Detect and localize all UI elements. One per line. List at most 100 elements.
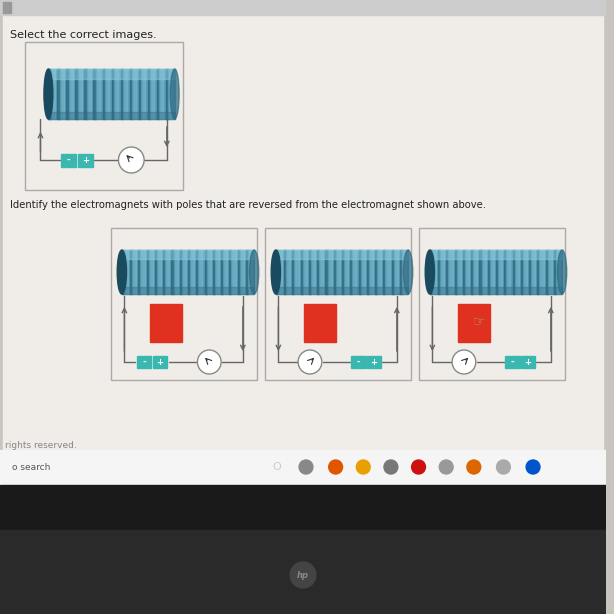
- Circle shape: [384, 460, 398, 474]
- Bar: [66, 69, 69, 119]
- Bar: [120, 69, 123, 119]
- Circle shape: [439, 460, 453, 474]
- Bar: [546, 250, 548, 294]
- Text: ☞: ☞: [473, 314, 485, 328]
- Circle shape: [356, 460, 370, 474]
- Bar: [317, 250, 319, 294]
- Bar: [0, 450, 606, 485]
- Bar: [556, 250, 560, 294]
- Circle shape: [298, 350, 322, 374]
- Bar: [548, 250, 552, 294]
- Bar: [188, 250, 190, 294]
- Bar: [248, 250, 252, 294]
- Ellipse shape: [403, 250, 413, 294]
- Bar: [342, 250, 344, 294]
- Text: Select the correct images.: Select the correct images.: [10, 30, 157, 40]
- Bar: [309, 250, 311, 294]
- Bar: [141, 69, 146, 119]
- Bar: [157, 69, 159, 119]
- Bar: [360, 250, 365, 294]
- Bar: [303, 250, 307, 294]
- Bar: [336, 250, 340, 294]
- Bar: [49, 69, 50, 119]
- Bar: [221, 250, 223, 294]
- Bar: [276, 250, 408, 258]
- Text: o search: o search: [12, 462, 50, 472]
- Bar: [521, 356, 535, 368]
- Bar: [122, 287, 254, 294]
- Bar: [77, 154, 93, 166]
- Bar: [481, 250, 486, 294]
- Bar: [3, 15, 603, 450]
- Bar: [229, 250, 231, 294]
- Bar: [50, 69, 55, 119]
- Bar: [130, 250, 132, 294]
- Text: -: -: [511, 357, 515, 367]
- Circle shape: [119, 147, 144, 173]
- Bar: [147, 69, 150, 119]
- Bar: [150, 69, 154, 119]
- Bar: [238, 250, 239, 294]
- Circle shape: [526, 460, 540, 474]
- Bar: [171, 250, 174, 294]
- Bar: [103, 69, 105, 119]
- Bar: [138, 250, 141, 294]
- Bar: [521, 250, 523, 294]
- Bar: [301, 250, 303, 294]
- Text: Identify the electromagnets with poles that are reversed from the electromagnet : Identify the electromagnets with poles t…: [10, 200, 486, 210]
- Bar: [465, 250, 469, 294]
- Circle shape: [411, 460, 426, 474]
- Bar: [473, 250, 477, 294]
- Bar: [190, 250, 194, 294]
- Bar: [239, 250, 244, 294]
- Bar: [93, 69, 96, 119]
- Bar: [198, 250, 203, 294]
- Bar: [350, 250, 352, 294]
- Bar: [327, 250, 332, 294]
- Bar: [311, 250, 315, 294]
- Bar: [319, 250, 324, 294]
- Bar: [141, 250, 144, 294]
- Bar: [132, 69, 136, 119]
- Text: -: -: [67, 155, 71, 165]
- Ellipse shape: [558, 250, 567, 294]
- Bar: [132, 250, 136, 294]
- Bar: [60, 69, 64, 119]
- Bar: [284, 250, 286, 294]
- Bar: [150, 304, 182, 342]
- Ellipse shape: [170, 69, 179, 119]
- Bar: [537, 250, 539, 294]
- Bar: [377, 250, 381, 294]
- Bar: [369, 250, 373, 294]
- Bar: [0, 485, 606, 614]
- Bar: [505, 356, 519, 368]
- Bar: [344, 250, 348, 294]
- Bar: [496, 250, 498, 294]
- Bar: [61, 154, 76, 166]
- Bar: [105, 69, 109, 119]
- Bar: [49, 112, 175, 119]
- Bar: [367, 250, 369, 294]
- Bar: [204, 250, 206, 294]
- Bar: [392, 250, 394, 294]
- Bar: [112, 69, 114, 119]
- Bar: [488, 250, 490, 294]
- Text: rights reserved.: rights reserved.: [5, 440, 77, 449]
- Bar: [480, 250, 481, 294]
- Ellipse shape: [117, 250, 126, 294]
- Circle shape: [452, 350, 476, 374]
- Circle shape: [198, 350, 221, 374]
- Circle shape: [290, 562, 316, 588]
- Bar: [383, 250, 386, 294]
- Bar: [352, 250, 357, 294]
- Bar: [130, 69, 132, 119]
- Text: O: O: [272, 462, 281, 472]
- Bar: [531, 250, 535, 294]
- Bar: [463, 250, 465, 294]
- Bar: [166, 69, 168, 119]
- Bar: [122, 250, 254, 258]
- Bar: [49, 69, 175, 79]
- Bar: [0, 530, 606, 614]
- Bar: [111, 228, 257, 380]
- Bar: [137, 356, 152, 368]
